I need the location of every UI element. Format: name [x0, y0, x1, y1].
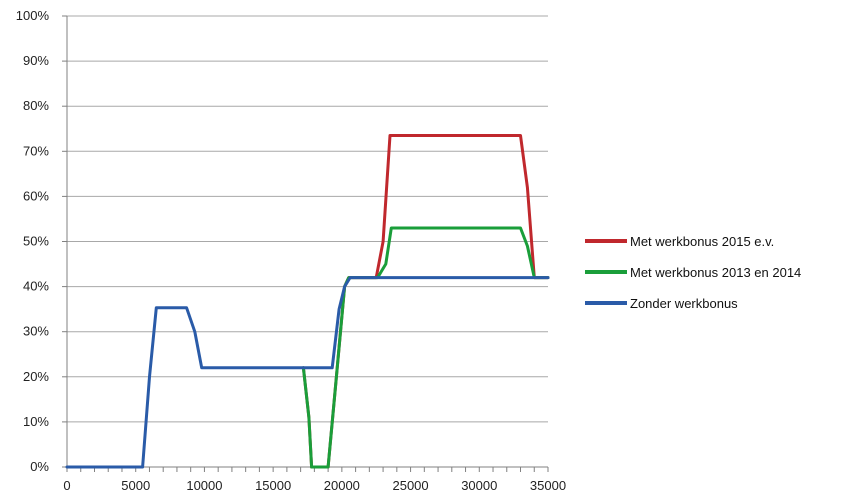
y-tick-label: 60% — [23, 188, 49, 203]
series-line-2 — [301, 226, 550, 469]
axes — [62, 15, 549, 472]
x-tick-label: 20000 — [324, 478, 360, 493]
y-tick-label: 50% — [23, 234, 49, 249]
y-tick-label: 0% — [30, 459, 49, 474]
legend-label: Met werkbonus 2015 e.v. — [630, 234, 774, 249]
y-tick-label: 30% — [23, 324, 49, 339]
gridlines — [67, 15, 548, 423]
y-tick-label: 80% — [23, 98, 49, 113]
y-tick-label: 70% — [23, 143, 49, 158]
y-tick-label: 40% — [23, 279, 49, 294]
y-tick-labels: 0% 10% 20% 30% 40% 50% 60% 70% 80% 90% 100% — [16, 8, 50, 474]
x-tick-label: 30000 — [461, 478, 497, 493]
y-tick-label: 10% — [23, 414, 49, 429]
series-lines — [65, 134, 550, 469]
legend-label: Zonder werkbonus — [630, 296, 738, 311]
y-tick-label: 20% — [23, 369, 49, 384]
x-tick-label: 15000 — [255, 478, 291, 493]
x-tick-label: 0 — [63, 478, 70, 493]
legend-label: Met werkbonus 2013 en 2014 — [630, 265, 801, 280]
x-tick-label: 10000 — [186, 478, 222, 493]
x-tick-labels: 0 5000 10000 15000 20000 25000 30000 35000 — [63, 478, 566, 493]
legend: Met werkbonus 2015 e.v. Met werkbonus 201… — [585, 234, 801, 311]
series-line-3 — [65, 276, 550, 469]
x-tick-label: 5000 — [121, 478, 150, 493]
y-tick-label: 100% — [16, 8, 50, 23]
x-tick-label: 25000 — [392, 478, 428, 493]
x-tick-label: 35000 — [530, 478, 566, 493]
y-tick-label: 90% — [23, 53, 49, 68]
